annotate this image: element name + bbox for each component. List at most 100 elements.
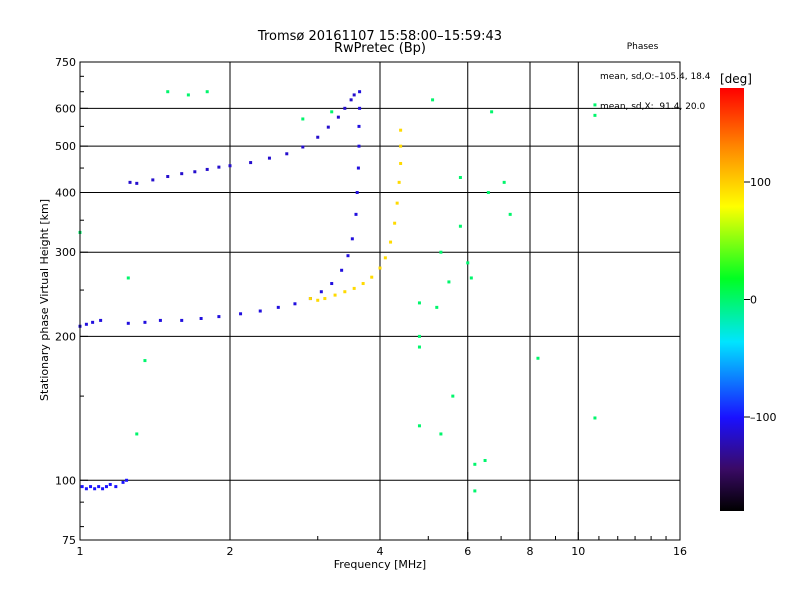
chart-title-line2: RwPretec (Bp)	[333, 41, 427, 56]
x-tick-label: 10	[571, 545, 585, 558]
x-axis-label: Frequency [MHz]	[334, 558, 426, 571]
scattered-echoes-point	[473, 489, 477, 493]
o-mode-upper-trace-point	[217, 165, 221, 169]
scattered-echoes-point	[447, 280, 451, 284]
scattered-echoes-point	[469, 276, 473, 280]
scattered-echoes-point	[486, 190, 490, 194]
o-mode-f1-trace-point	[357, 144, 361, 148]
o-mode-upper-trace-point	[228, 164, 232, 168]
scattered-echoes-point	[439, 432, 443, 436]
scattered-echoes-point	[466, 261, 470, 265]
y-tick-label: 600	[55, 102, 76, 115]
scattered-echoes-point	[417, 424, 421, 428]
o-mode-f1-trace-point	[143, 320, 147, 324]
scattered-echoes-point	[490, 110, 494, 114]
x-mode-trace-point	[308, 297, 312, 301]
o-mode-f1-trace-point	[350, 237, 354, 241]
scattered-echoes-point	[458, 224, 462, 228]
scattered-echoes-point	[593, 103, 597, 107]
scattered-echoes-point	[135, 432, 139, 436]
scattered-echoes-point	[431, 98, 435, 102]
o-mode-upper-trace-point	[128, 180, 132, 184]
scattered-echoes-point	[417, 301, 421, 305]
o-mode-f1-trace-point	[356, 166, 360, 170]
scattered-echoes-point	[536, 356, 540, 360]
x-tick-label: 8	[527, 545, 534, 558]
e-layer-echo-point	[114, 485, 118, 489]
scattered-echoes-point	[458, 175, 462, 179]
colorbar	[720, 88, 744, 511]
scattered-echoes-point	[301, 117, 305, 121]
scattered-echoes-point	[483, 458, 487, 462]
x-tick-label: 16	[673, 545, 687, 558]
colorbar-ticks: 100 0 –100	[744, 176, 777, 424]
o-mode-f1-trace-point	[340, 268, 344, 272]
o-mode-f1-trace-point	[355, 190, 359, 194]
y-tick-label: 75	[62, 534, 76, 547]
gridlines	[80, 62, 680, 540]
x-mode-trace-point	[378, 266, 382, 270]
o-mode-f1-trace-point	[293, 302, 297, 306]
o-mode-f1-trace-point	[84, 322, 88, 326]
e-layer-echo-point	[80, 485, 84, 489]
x-tick-label: 4	[377, 545, 384, 558]
o-mode-f1-trace-point	[126, 321, 130, 325]
scattered-echoes-point	[435, 305, 439, 309]
scattered-echoes-point	[439, 250, 443, 254]
scattered-echoes-point	[417, 334, 421, 338]
o-mode-upper-trace-point	[316, 135, 320, 139]
o-mode-upper-trace-point	[343, 106, 347, 110]
e-layer-echo-point	[104, 485, 108, 489]
o-mode-f1-trace-point	[330, 282, 334, 286]
o-mode-upper-trace-point	[151, 178, 155, 182]
scattered-echoes-point	[330, 110, 334, 114]
y-axis: 75 100 200 300 400 500 600 750	[55, 56, 88, 547]
o-mode-upper-trace-point	[249, 161, 253, 165]
o-mode-f1-trace-point	[217, 315, 221, 319]
o-mode-f1-trace-point	[358, 90, 362, 94]
o-mode-upper-trace-point	[166, 175, 170, 179]
o-mode-upper-trace-point	[135, 181, 139, 185]
e-layer-echo-point	[108, 482, 112, 486]
x-tick-label: 1	[77, 545, 84, 558]
y-tick-label: 300	[55, 246, 76, 259]
o-mode-upper-trace-point	[301, 145, 305, 149]
scattered-echoes-point	[205, 90, 209, 94]
colorbar-tick-label: –100	[750, 411, 777, 424]
o-mode-upper-trace-point	[267, 156, 271, 160]
o-mode-f1-trace-point	[354, 212, 358, 216]
y-tick-label: 400	[55, 186, 76, 199]
o-mode-f1-trace-point	[346, 254, 350, 258]
o-mode-f1-trace-point	[276, 305, 280, 309]
x-mode-trace-point	[316, 298, 320, 302]
o-mode-f1-trace-point	[99, 318, 103, 322]
phases-heading: Phases	[626, 42, 659, 52]
x-mode-trace-point	[333, 293, 337, 297]
chart-title-line1: Tromsø 20161107 15:58:00–15:59:43	[257, 29, 503, 44]
x-mode-trace-point	[323, 297, 327, 301]
o-mode-upper-trace-point	[180, 172, 184, 176]
y-tick-label: 750	[55, 56, 76, 69]
x-mode-trace-point	[383, 256, 387, 260]
e-layer-echo-point	[97, 485, 101, 489]
x-mode-trace-point	[389, 240, 393, 244]
scattered-echoes-point	[593, 113, 597, 117]
scattered-echoes-point	[166, 90, 170, 94]
e-layer-echo-point	[101, 487, 105, 491]
x-mode-trace-point	[399, 144, 403, 148]
scattered-echoes-point	[417, 345, 421, 349]
x-mode-trace-point	[399, 128, 403, 132]
x-mode-trace-point	[399, 161, 403, 165]
x-mode-trace-point	[361, 282, 365, 286]
o-mode-f1-trace-point	[319, 290, 323, 294]
e-layer-echo-point	[84, 487, 88, 491]
o-mode-upper-trace-point	[285, 152, 289, 156]
scattered-echoes-point	[593, 416, 597, 420]
y-tick-label: 100	[55, 474, 76, 487]
x-tick-label: 2	[227, 545, 234, 558]
y-tick-label: 200	[55, 330, 76, 343]
o-mode-upper-trace-point	[326, 125, 330, 129]
o-mode-upper-trace-point	[349, 98, 353, 102]
x-axis: 1 2 4 6 8 10 16	[77, 532, 687, 558]
y-tick-label: 500	[55, 140, 76, 153]
